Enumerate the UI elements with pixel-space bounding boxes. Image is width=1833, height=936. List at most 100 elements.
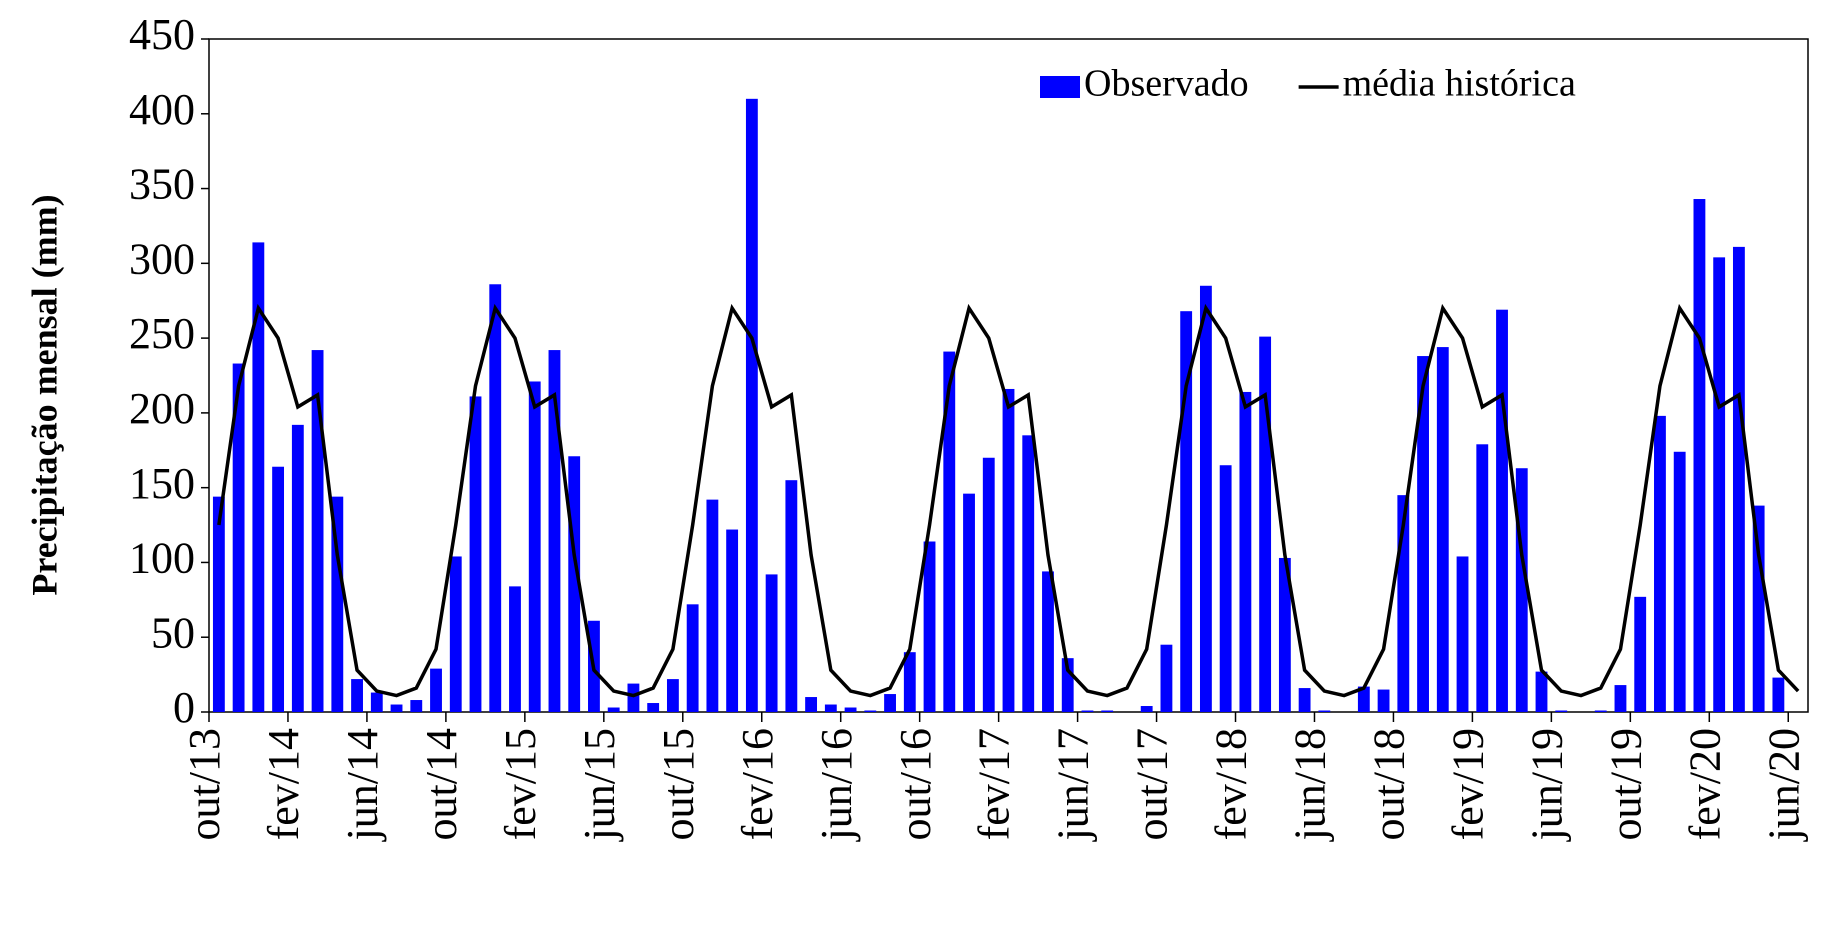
x-tick-label: out/17 bbox=[1128, 728, 1177, 840]
bar bbox=[1594, 710, 1607, 712]
bar bbox=[686, 604, 699, 712]
bar bbox=[1199, 285, 1212, 712]
bar bbox=[1101, 710, 1114, 712]
y-tick-label: 400 bbox=[129, 85, 195, 134]
bar bbox=[1772, 677, 1785, 712]
bar bbox=[1318, 710, 1331, 712]
bar bbox=[528, 381, 541, 712]
bar bbox=[212, 496, 225, 712]
y-tick-label: 250 bbox=[129, 309, 195, 358]
bar bbox=[370, 692, 383, 712]
bar bbox=[666, 679, 679, 712]
y-tick-label: 50 bbox=[151, 608, 195, 657]
bar bbox=[706, 499, 719, 712]
bar bbox=[963, 493, 975, 712]
bar bbox=[785, 480, 798, 712]
x-tick-label: jun/18 bbox=[1286, 728, 1335, 842]
bar bbox=[1081, 710, 1094, 712]
legend-label: média histórica bbox=[1343, 63, 1576, 105]
bar bbox=[1752, 505, 1765, 712]
bar bbox=[647, 703, 660, 712]
bar bbox=[1042, 571, 1054, 712]
bar bbox=[1436, 347, 1449, 712]
x-tick-label: fev/14 bbox=[259, 728, 308, 840]
bar bbox=[568, 456, 581, 712]
bar bbox=[1357, 686, 1370, 712]
bar bbox=[1535, 671, 1548, 712]
bar bbox=[1496, 309, 1508, 712]
x-tick-label: out/19 bbox=[1601, 728, 1650, 840]
bar bbox=[252, 242, 265, 712]
bar bbox=[410, 700, 423, 712]
x-tick-label: fev/20 bbox=[1680, 728, 1729, 840]
bar bbox=[1140, 706, 1153, 712]
x-tick-label: fev/16 bbox=[733, 728, 782, 840]
bar bbox=[1732, 246, 1745, 713]
bar bbox=[1022, 435, 1035, 712]
x-tick-label: out/15 bbox=[654, 728, 703, 840]
bar bbox=[1180, 311, 1193, 712]
x-tick-label: fev/15 bbox=[496, 728, 545, 840]
bar bbox=[1654, 415, 1666, 712]
legend-label: Observado bbox=[1084, 63, 1249, 105]
bar bbox=[1417, 356, 1429, 712]
bar bbox=[1239, 391, 1252, 712]
y-axis-title: Precipitação mensal (mm) bbox=[24, 194, 64, 595]
bar bbox=[1476, 444, 1489, 712]
bar bbox=[1219, 465, 1232, 712]
x-tick-label: jun/19 bbox=[1522, 728, 1571, 842]
bar bbox=[1061, 658, 1074, 712]
bar bbox=[1002, 388, 1015, 712]
line bbox=[217, 303, 1800, 698]
bar bbox=[1614, 685, 1627, 712]
bar bbox=[903, 652, 916, 712]
y-tick-label: 100 bbox=[129, 534, 195, 583]
bar bbox=[272, 466, 285, 712]
x-tick-label: out/13 bbox=[180, 728, 229, 840]
bar bbox=[430, 668, 442, 712]
y-tick-label: 150 bbox=[129, 459, 195, 508]
bar bbox=[824, 704, 837, 712]
x-tick-label: fev/17 bbox=[970, 728, 1019, 840]
x-tick-label: jun/17 bbox=[1049, 728, 1098, 842]
bar bbox=[1278, 557, 1291, 712]
bar bbox=[1298, 688, 1311, 712]
bar bbox=[884, 694, 896, 712]
bar bbox=[1634, 596, 1647, 712]
bar bbox=[1397, 495, 1410, 712]
x-tick-label: out/16 bbox=[891, 728, 940, 840]
bar bbox=[844, 707, 857, 712]
legend-swatch bbox=[1040, 76, 1080, 98]
bar bbox=[745, 98, 758, 713]
bar bbox=[607, 707, 620, 712]
bar bbox=[1693, 199, 1706, 713]
x-tick-label: jun/16 bbox=[812, 728, 861, 842]
bar bbox=[627, 683, 640, 712]
y-tick-label: 0 bbox=[173, 683, 195, 732]
x-tick-label: fev/19 bbox=[1444, 728, 1493, 840]
bar bbox=[291, 424, 304, 712]
y-tick-label: 200 bbox=[129, 384, 195, 433]
bar bbox=[469, 396, 482, 712]
bar bbox=[232, 363, 245, 712]
bar bbox=[805, 697, 818, 712]
bar bbox=[1515, 468, 1528, 712]
x-tick-label: out/18 bbox=[1365, 728, 1414, 840]
bar bbox=[982, 457, 995, 712]
y-tick-label: 300 bbox=[129, 234, 195, 283]
bar bbox=[864, 710, 877, 712]
bar bbox=[923, 541, 936, 712]
bar bbox=[509, 586, 521, 712]
y-tick-label: 450 bbox=[129, 10, 195, 59]
bar bbox=[390, 704, 403, 712]
bar bbox=[1456, 556, 1469, 712]
bar bbox=[1259, 336, 1272, 712]
x-tick-label: jun/20 bbox=[1759, 728, 1808, 842]
x-tick-label: jun/15 bbox=[575, 728, 624, 842]
bar bbox=[331, 496, 344, 712]
bar bbox=[726, 529, 739, 712]
bar bbox=[351, 679, 363, 712]
bar bbox=[1555, 710, 1568, 712]
